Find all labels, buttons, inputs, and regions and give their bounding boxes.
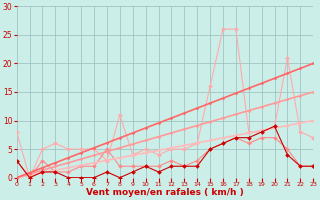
X-axis label: Vent moyen/en rafales ( km/h ): Vent moyen/en rafales ( km/h )	[86, 188, 244, 197]
